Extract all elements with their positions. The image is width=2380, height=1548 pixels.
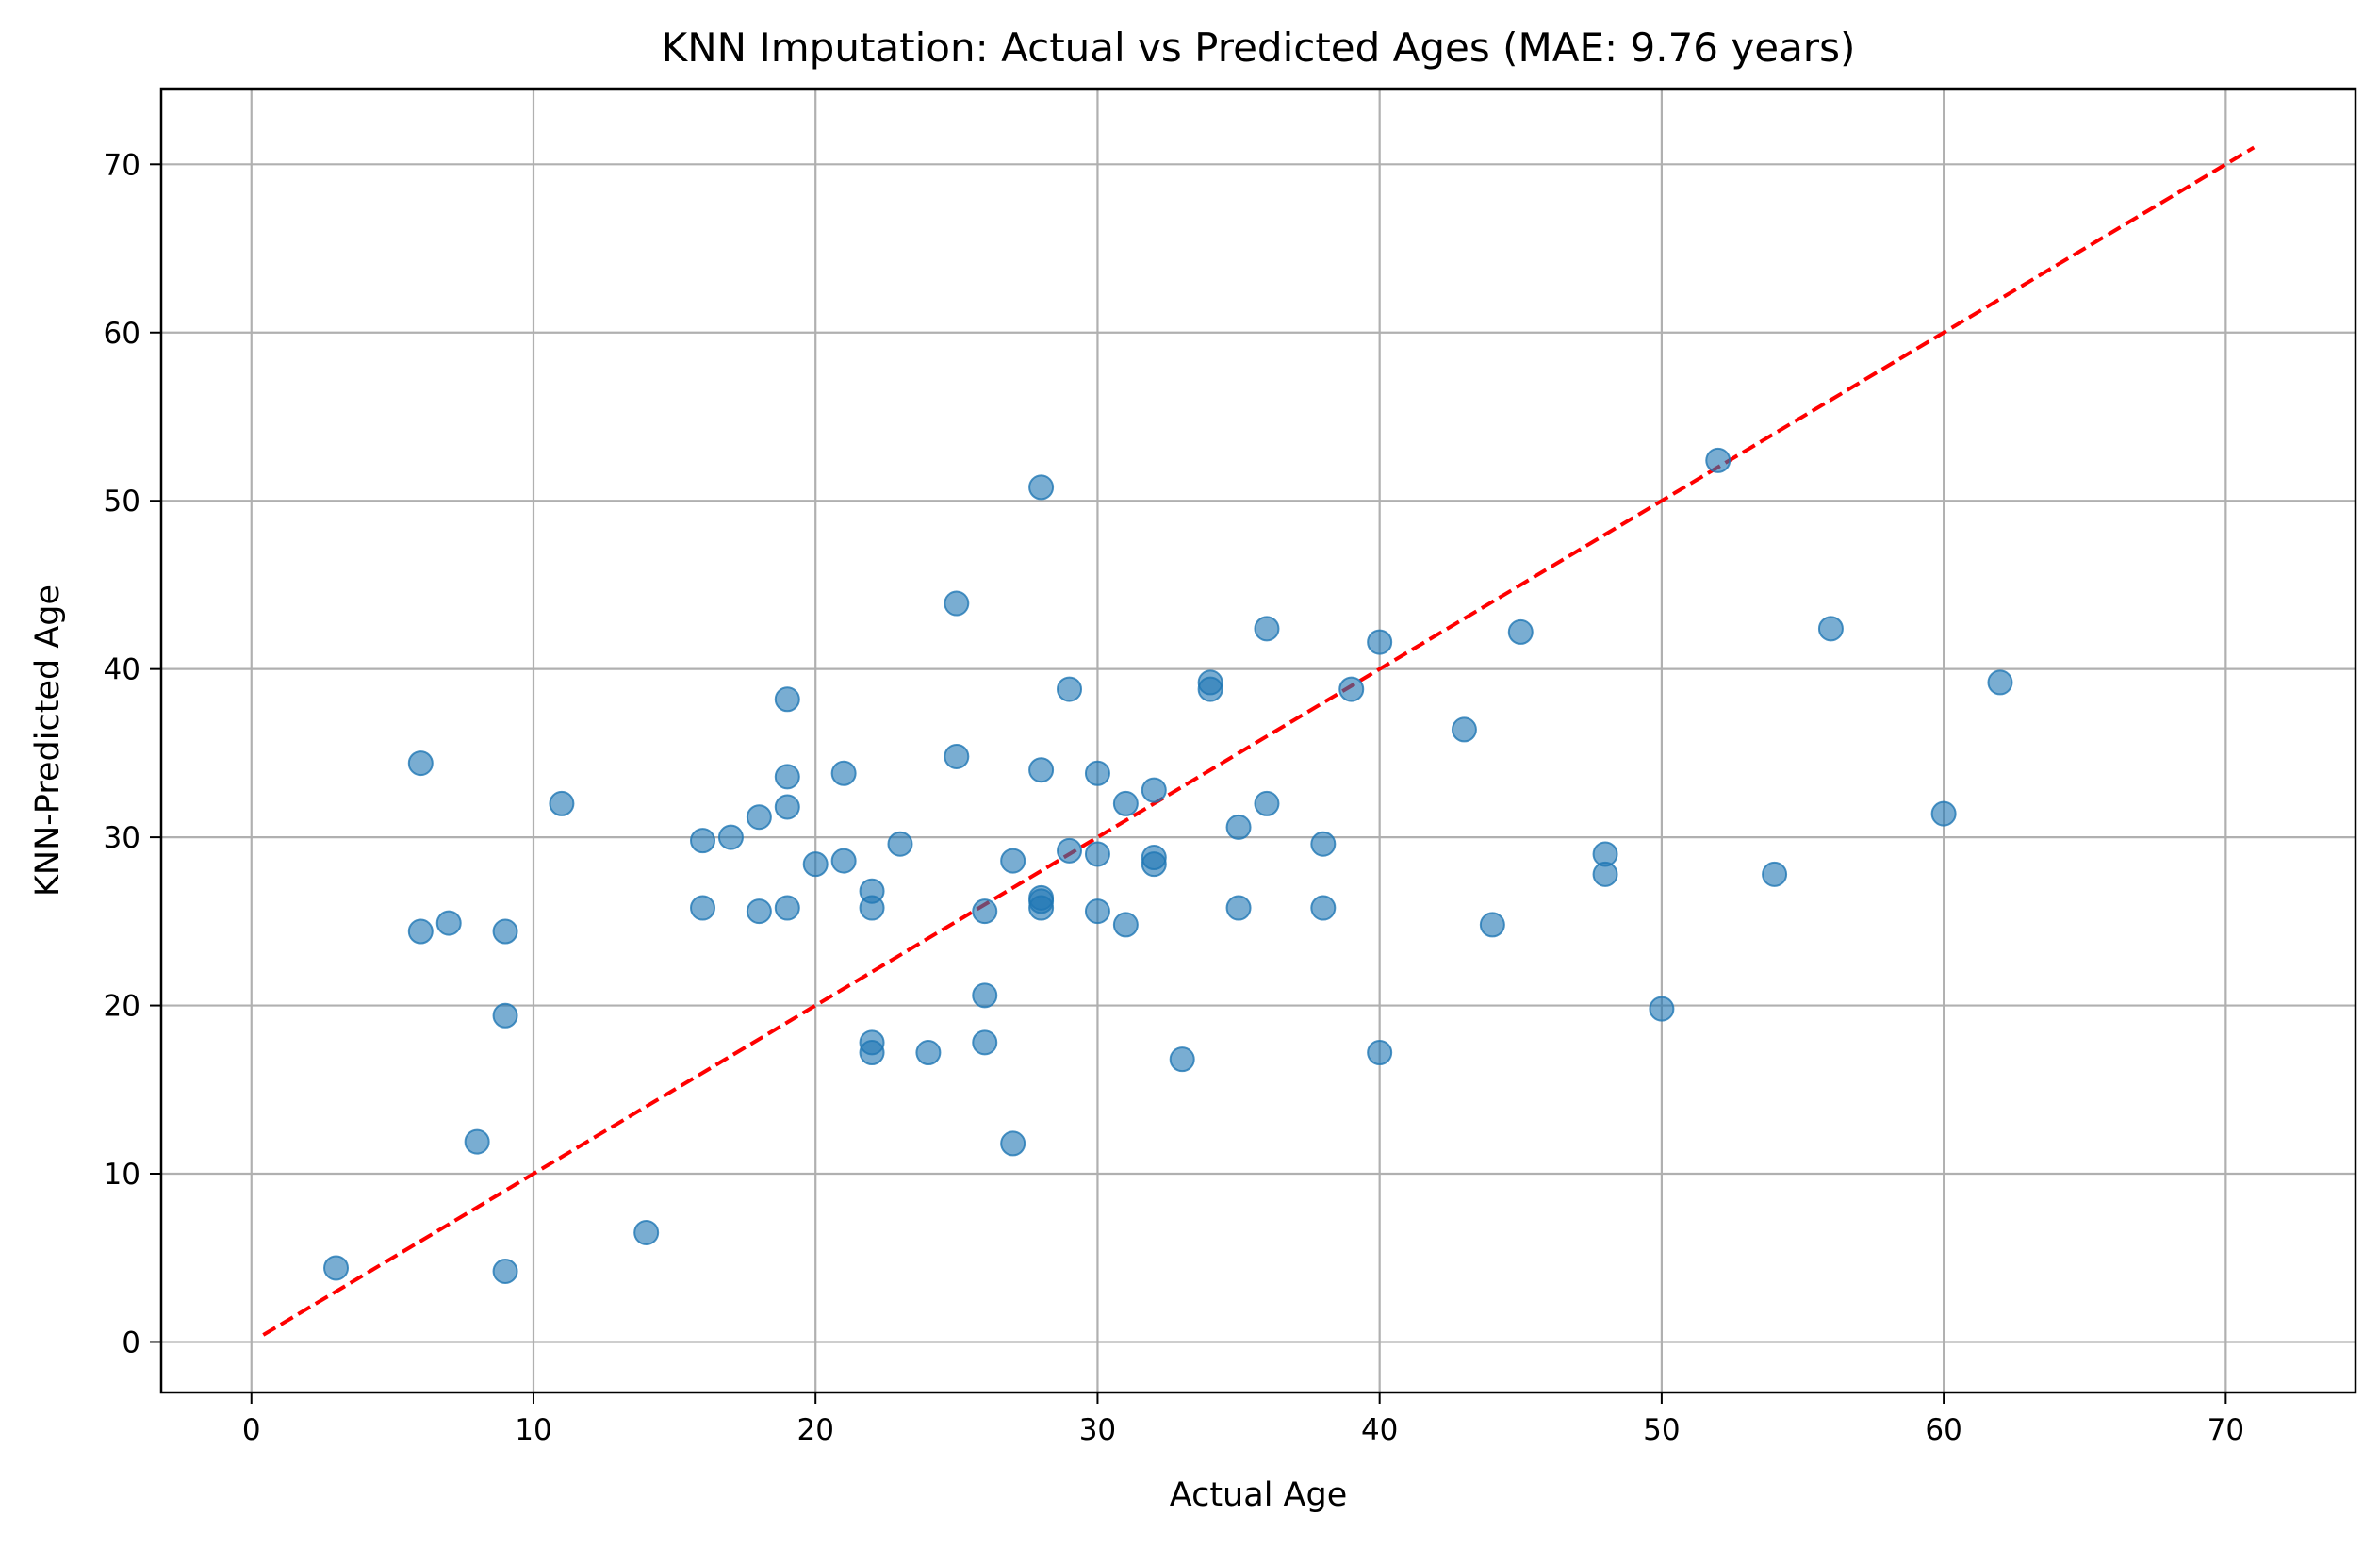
data-point	[633, 1219, 660, 1245]
data-point	[1169, 1046, 1195, 1073]
data-point	[1028, 895, 1055, 921]
data-point	[774, 895, 800, 921]
data-point	[802, 851, 829, 878]
x-tick-label: 20	[796, 1413, 833, 1447]
y-tick-label: 70	[104, 148, 140, 182]
data-point	[1367, 629, 1393, 655]
data-point	[1507, 618, 1534, 645]
grid-lines	[161, 89, 2355, 1392]
x-tick-label: 40	[1361, 1413, 1398, 1447]
y-axis-ticks: 0 10 20 30 40 50 60 70	[104, 148, 161, 1359]
data-point	[1197, 676, 1223, 702]
data-points	[323, 447, 2013, 1285]
data-point	[1367, 1040, 1393, 1066]
plot-frame	[159, 87, 2357, 1394]
data-point	[1592, 861, 1618, 887]
data-point	[774, 764, 800, 790]
data-point	[1649, 996, 1675, 1022]
x-axis-ticks: 0 10 20 30 40 50 60 70	[242, 1392, 2244, 1447]
data-point	[1705, 447, 1732, 473]
data-point	[690, 895, 716, 921]
data-point	[492, 1259, 518, 1285]
data-point	[915, 1040, 942, 1066]
data-point	[972, 982, 998, 1009]
data-point	[407, 918, 434, 945]
data-point	[830, 760, 857, 786]
y-tick-label: 20	[104, 990, 140, 1024]
y-tick-label: 40	[104, 653, 140, 687]
x-tick-label: 50	[1643, 1413, 1680, 1447]
data-point	[1987, 669, 2013, 696]
data-point	[407, 750, 434, 777]
data-point	[1930, 800, 1957, 827]
data-point	[1084, 841, 1110, 867]
data-point	[944, 590, 970, 617]
data-point	[492, 918, 518, 945]
data-point	[1028, 757, 1055, 783]
y-axis-label: KNN-Predicted Age	[29, 585, 67, 897]
data-point	[746, 898, 772, 925]
data-point	[859, 1040, 885, 1066]
data-point	[1451, 716, 1477, 743]
data-point	[1141, 851, 1167, 878]
data-point	[1000, 848, 1026, 874]
data-point	[1084, 760, 1110, 786]
data-point	[464, 1128, 490, 1155]
reference-line-layer	[262, 145, 2256, 1337]
data-point	[830, 848, 857, 874]
data-point	[323, 1255, 350, 1281]
x-tick-label: 70	[2208, 1413, 2244, 1447]
x-tick-label: 0	[242, 1413, 261, 1447]
data-point	[1338, 676, 1365, 702]
y-tick-label: 50	[104, 485, 140, 519]
data-point	[774, 794, 800, 820]
data-point	[717, 824, 744, 850]
data-point	[1141, 777, 1167, 803]
data-point	[690, 828, 716, 854]
data-point	[944, 743, 970, 769]
x-axis-label: Actual Age	[1170, 1476, 1347, 1514]
data-point	[1225, 895, 1252, 921]
data-point	[1057, 837, 1083, 864]
x-tick-label: 60	[1925, 1413, 1961, 1447]
data-point	[1762, 861, 1788, 887]
data-point	[435, 910, 462, 936]
y-tick-label: 30	[104, 821, 140, 855]
data-point	[1000, 1130, 1026, 1157]
data-point	[1310, 895, 1337, 921]
data-point	[492, 1002, 518, 1029]
data-point	[549, 790, 575, 816]
data-point	[1112, 912, 1139, 938]
y-tick-label: 60	[104, 317, 140, 351]
data-point	[972, 1029, 998, 1056]
x-tick-label: 10	[515, 1413, 551, 1447]
data-point	[887, 831, 913, 857]
data-point	[1225, 814, 1252, 840]
reference-line	[262, 145, 2256, 1337]
data-point	[1057, 676, 1083, 702]
data-point	[1479, 912, 1505, 938]
data-point	[1254, 790, 1280, 816]
data-point	[1084, 898, 1110, 925]
data-point	[1254, 616, 1280, 642]
data-point	[1817, 616, 1844, 642]
data-point	[972, 898, 998, 925]
data-point	[746, 804, 772, 831]
data-point	[1112, 790, 1139, 816]
y-tick-label: 0	[122, 1326, 140, 1359]
data-point	[774, 686, 800, 713]
data-point	[859, 895, 885, 921]
data-point	[1028, 474, 1055, 501]
y-tick-label: 10	[104, 1158, 140, 1192]
x-tick-label: 30	[1079, 1413, 1116, 1447]
data-point	[1310, 831, 1337, 857]
chart-title: KNN Imputation: Actual vs Predicted Ages…	[662, 25, 1856, 71]
